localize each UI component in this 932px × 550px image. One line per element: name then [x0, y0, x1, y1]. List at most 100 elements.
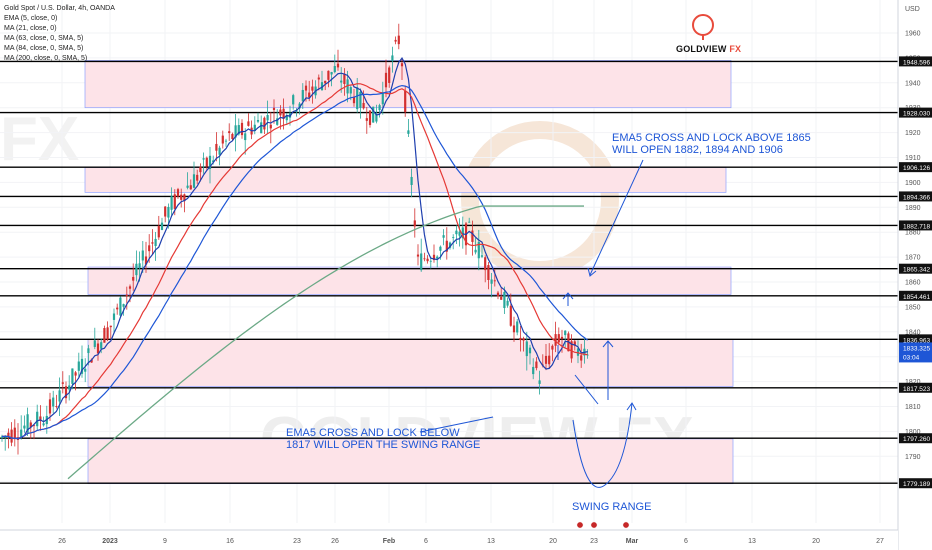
legend-ma63[interactable]: MA (63, close, 0, SMA, 5) [4, 35, 84, 42]
candle-body [74, 372, 77, 376]
level-price-label: 1865.342 [903, 267, 930, 274]
level-price-label: 1797.260 [903, 436, 930, 443]
candle-body [135, 263, 138, 276]
time-tick-label: 9 [163, 538, 167, 545]
ma200-line [67, 205, 584, 480]
candle-body [416, 254, 420, 257]
candle-body [186, 185, 189, 188]
candle-body [224, 140, 228, 142]
candle-body [372, 106, 375, 123]
candle-body [333, 66, 336, 73]
time-tick-label: Feb [383, 538, 395, 545]
candle-body [586, 354, 589, 356]
candle-body [279, 109, 282, 116]
price-axis-currency: USD [905, 6, 920, 13]
economic-event-icon [576, 521, 584, 529]
candle-body [557, 334, 560, 343]
time-tick-label: 13 [748, 538, 756, 545]
candle-body [349, 87, 352, 94]
candle-body [509, 305, 512, 326]
candle-body [39, 416, 42, 421]
candle-body [231, 133, 234, 139]
arrow-down-right [574, 374, 599, 405]
candle-body [32, 425, 36, 427]
level-price-tag [899, 220, 932, 231]
candle-body [378, 105, 381, 111]
candle-body [196, 174, 199, 181]
legend-ma200[interactable]: MA (200, close, 0, SMA, 5) [4, 55, 88, 62]
candle-body [474, 249, 477, 253]
supply-demand-zone [87, 266, 732, 295]
annotation-top: EMA5 CROSS AND LOCK ABOVE 1865 WILL OPEN… [612, 132, 811, 156]
time-axis-bg [0, 530, 898, 550]
chart-legend: Gold Spot / U.S. Dollar, 4h, OANDA EMA (… [4, 4, 115, 64]
legend-ma21[interactable]: MA (21, close, 0) [4, 25, 57, 32]
annotation-bottom: EMA5 CROSS AND LOCK BELOW 1817 WILL OPEN… [286, 427, 480, 451]
candle-body [36, 411, 39, 427]
candle-body [87, 348, 90, 354]
level-price-tag [899, 107, 932, 118]
arrowhead-top [587, 267, 597, 277]
level-price-tag [899, 433, 932, 444]
price-tick-label: 1900 [905, 180, 921, 187]
level-price-label: 1882.718 [903, 223, 930, 230]
candle-body [221, 135, 224, 144]
candle-body [436, 256, 439, 259]
annotation-bottom-line1: EMA5 CROSS AND LOCK BELOW [286, 427, 460, 439]
candle-body [0, 436, 4, 439]
candle-body [432, 254, 436, 261]
current-price-label: 1833.325 [903, 345, 930, 352]
arrow-top-annotation [589, 159, 644, 276]
candle-body [272, 107, 276, 111]
candle-body [522, 338, 525, 341]
candle-body [192, 174, 196, 188]
candle-body [20, 429, 23, 437]
candle-body [215, 143, 218, 151]
current-price-tag [899, 342, 932, 363]
candle-body [167, 206, 170, 218]
candle-body [493, 280, 496, 282]
candle-body [362, 102, 365, 109]
economic-event-icon [590, 521, 598, 529]
legend-ma84[interactable]: MA (84, close, 0, SMA, 5) [4, 45, 84, 52]
candle-body [461, 227, 464, 239]
time-tick-label: 6 [684, 538, 688, 545]
legend-symbol[interactable]: Gold Spot / U.S. Dollar, 4h, OANDA [4, 5, 115, 12]
candle-body [458, 231, 461, 236]
candle-body [26, 414, 29, 433]
candle-body [375, 113, 378, 122]
candle-body [477, 241, 480, 259]
candle-body [183, 194, 186, 202]
candle-body [400, 63, 404, 67]
candle-body [346, 79, 349, 94]
candle-body [528, 347, 532, 354]
candle-body [311, 86, 314, 91]
candle-body [93, 340, 96, 347]
candle-body [455, 230, 458, 235]
legend-ema5[interactable]: EMA (5, close, 0) [4, 15, 58, 22]
arrowhead-up-small [562, 292, 574, 300]
candle-body [388, 67, 391, 83]
annotation-top-line2: WILL OPEN 1882, 1894 AND 1906 [612, 144, 783, 156]
level-price-label: 1906.126 [903, 165, 930, 172]
candle-body [208, 155, 212, 170]
time-tick-label: Mar [626, 538, 639, 545]
supply-demand-zone [87, 338, 734, 387]
price-tick-label: 1960 [905, 31, 921, 38]
arrowhead-swing [626, 402, 637, 411]
candle-body [77, 361, 80, 371]
price-tick-label: 1880 [905, 230, 921, 237]
candle-body [138, 263, 141, 268]
candle-body [90, 359, 93, 363]
candle-body [132, 276, 135, 281]
candle-body [423, 258, 426, 260]
price-tick-label: 1800 [905, 429, 921, 436]
annotation-bottom-line2: 1817 WILL OPEN THE SWING RANGE [286, 439, 481, 451]
candle-body [7, 432, 10, 437]
candle-body [490, 279, 493, 284]
candle-body [535, 361, 538, 369]
candle-body [42, 423, 45, 426]
candle-body [119, 297, 122, 316]
